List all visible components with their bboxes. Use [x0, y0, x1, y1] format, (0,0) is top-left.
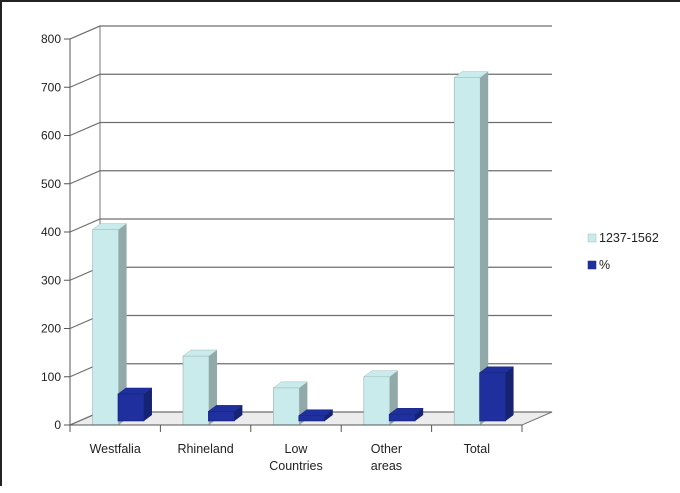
bar-top — [478, 366, 515, 373]
bar-top — [298, 409, 334, 416]
bar — [182, 349, 218, 426]
y-tick-label: 400 — [41, 225, 61, 239]
legend-item: 1237-1562 — [587, 231, 659, 245]
gridline — [69, 170, 552, 185]
y-axis: 0 100 200 300 400 500 600 700 800 — [41, 32, 71, 432]
bar-front — [453, 77, 481, 426]
bar-side — [324, 409, 333, 421]
bar — [388, 407, 424, 422]
bar-side — [118, 223, 127, 425]
gridline — [69, 218, 552, 233]
y-tick-label: 200 — [41, 322, 61, 336]
bar-front — [363, 376, 391, 426]
bar — [91, 223, 128, 426]
bar-top — [363, 370, 399, 377]
legend-swatch — [587, 260, 597, 270]
bar-front — [298, 415, 326, 422]
bar-side — [505, 366, 514, 421]
bar-front — [92, 229, 119, 426]
legend: 1237-1562% — [587, 231, 659, 272]
bars — [91, 71, 515, 426]
bar-top — [117, 387, 153, 395]
gridline — [69, 25, 552, 40]
bar-top — [388, 407, 424, 415]
y-tick-label: 600 — [41, 129, 61, 143]
x-axis: Westfalia Rhineland Low Countries Other areas… — [69, 424, 523, 473]
gridline — [69, 73, 552, 88]
bar — [363, 370, 399, 426]
bar — [117, 387, 153, 422]
bar-front — [208, 411, 235, 422]
bar-side — [234, 405, 243, 421]
legend-label: 1237-1562 — [599, 231, 659, 245]
bar-top — [207, 405, 244, 412]
bar-side — [143, 387, 152, 421]
y-tick-label: 100 — [41, 370, 61, 384]
bar-side — [480, 71, 489, 425]
bar-front — [388, 413, 416, 422]
bar — [478, 366, 515, 422]
bar-top — [182, 349, 218, 357]
y-tick-label: 0 — [54, 418, 61, 432]
bar-front — [182, 355, 210, 426]
bar-front — [117, 393, 145, 422]
legend-label: % — [599, 258, 610, 272]
gridlines — [69, 25, 552, 426]
bar-front — [273, 387, 300, 426]
y-tick-label: 800 — [41, 32, 61, 46]
bar-front — [479, 372, 506, 422]
x-tick-label: Other areas — [371, 442, 402, 473]
x-tick-label: Westfalia — [90, 442, 141, 456]
legend-swatch — [587, 233, 597, 243]
bar-top — [272, 381, 309, 389]
x-tick-label: Rhineland — [177, 442, 233, 456]
bar-top — [453, 71, 489, 78]
x-tick-label: Total — [464, 442, 490, 456]
gridline — [69, 121, 552, 137]
bar-side — [415, 408, 424, 421]
y-tick-label: 700 — [41, 80, 61, 94]
bar — [207, 405, 244, 422]
y-tick-label: 500 — [41, 177, 61, 191]
legend-item: % — [587, 258, 610, 272]
bar — [453, 71, 489, 426]
y-tick-label: 300 — [41, 273, 61, 287]
x-tick-label: Low Countries — [269, 442, 323, 473]
bar-top — [91, 223, 128, 230]
bar — [298, 409, 334, 422]
